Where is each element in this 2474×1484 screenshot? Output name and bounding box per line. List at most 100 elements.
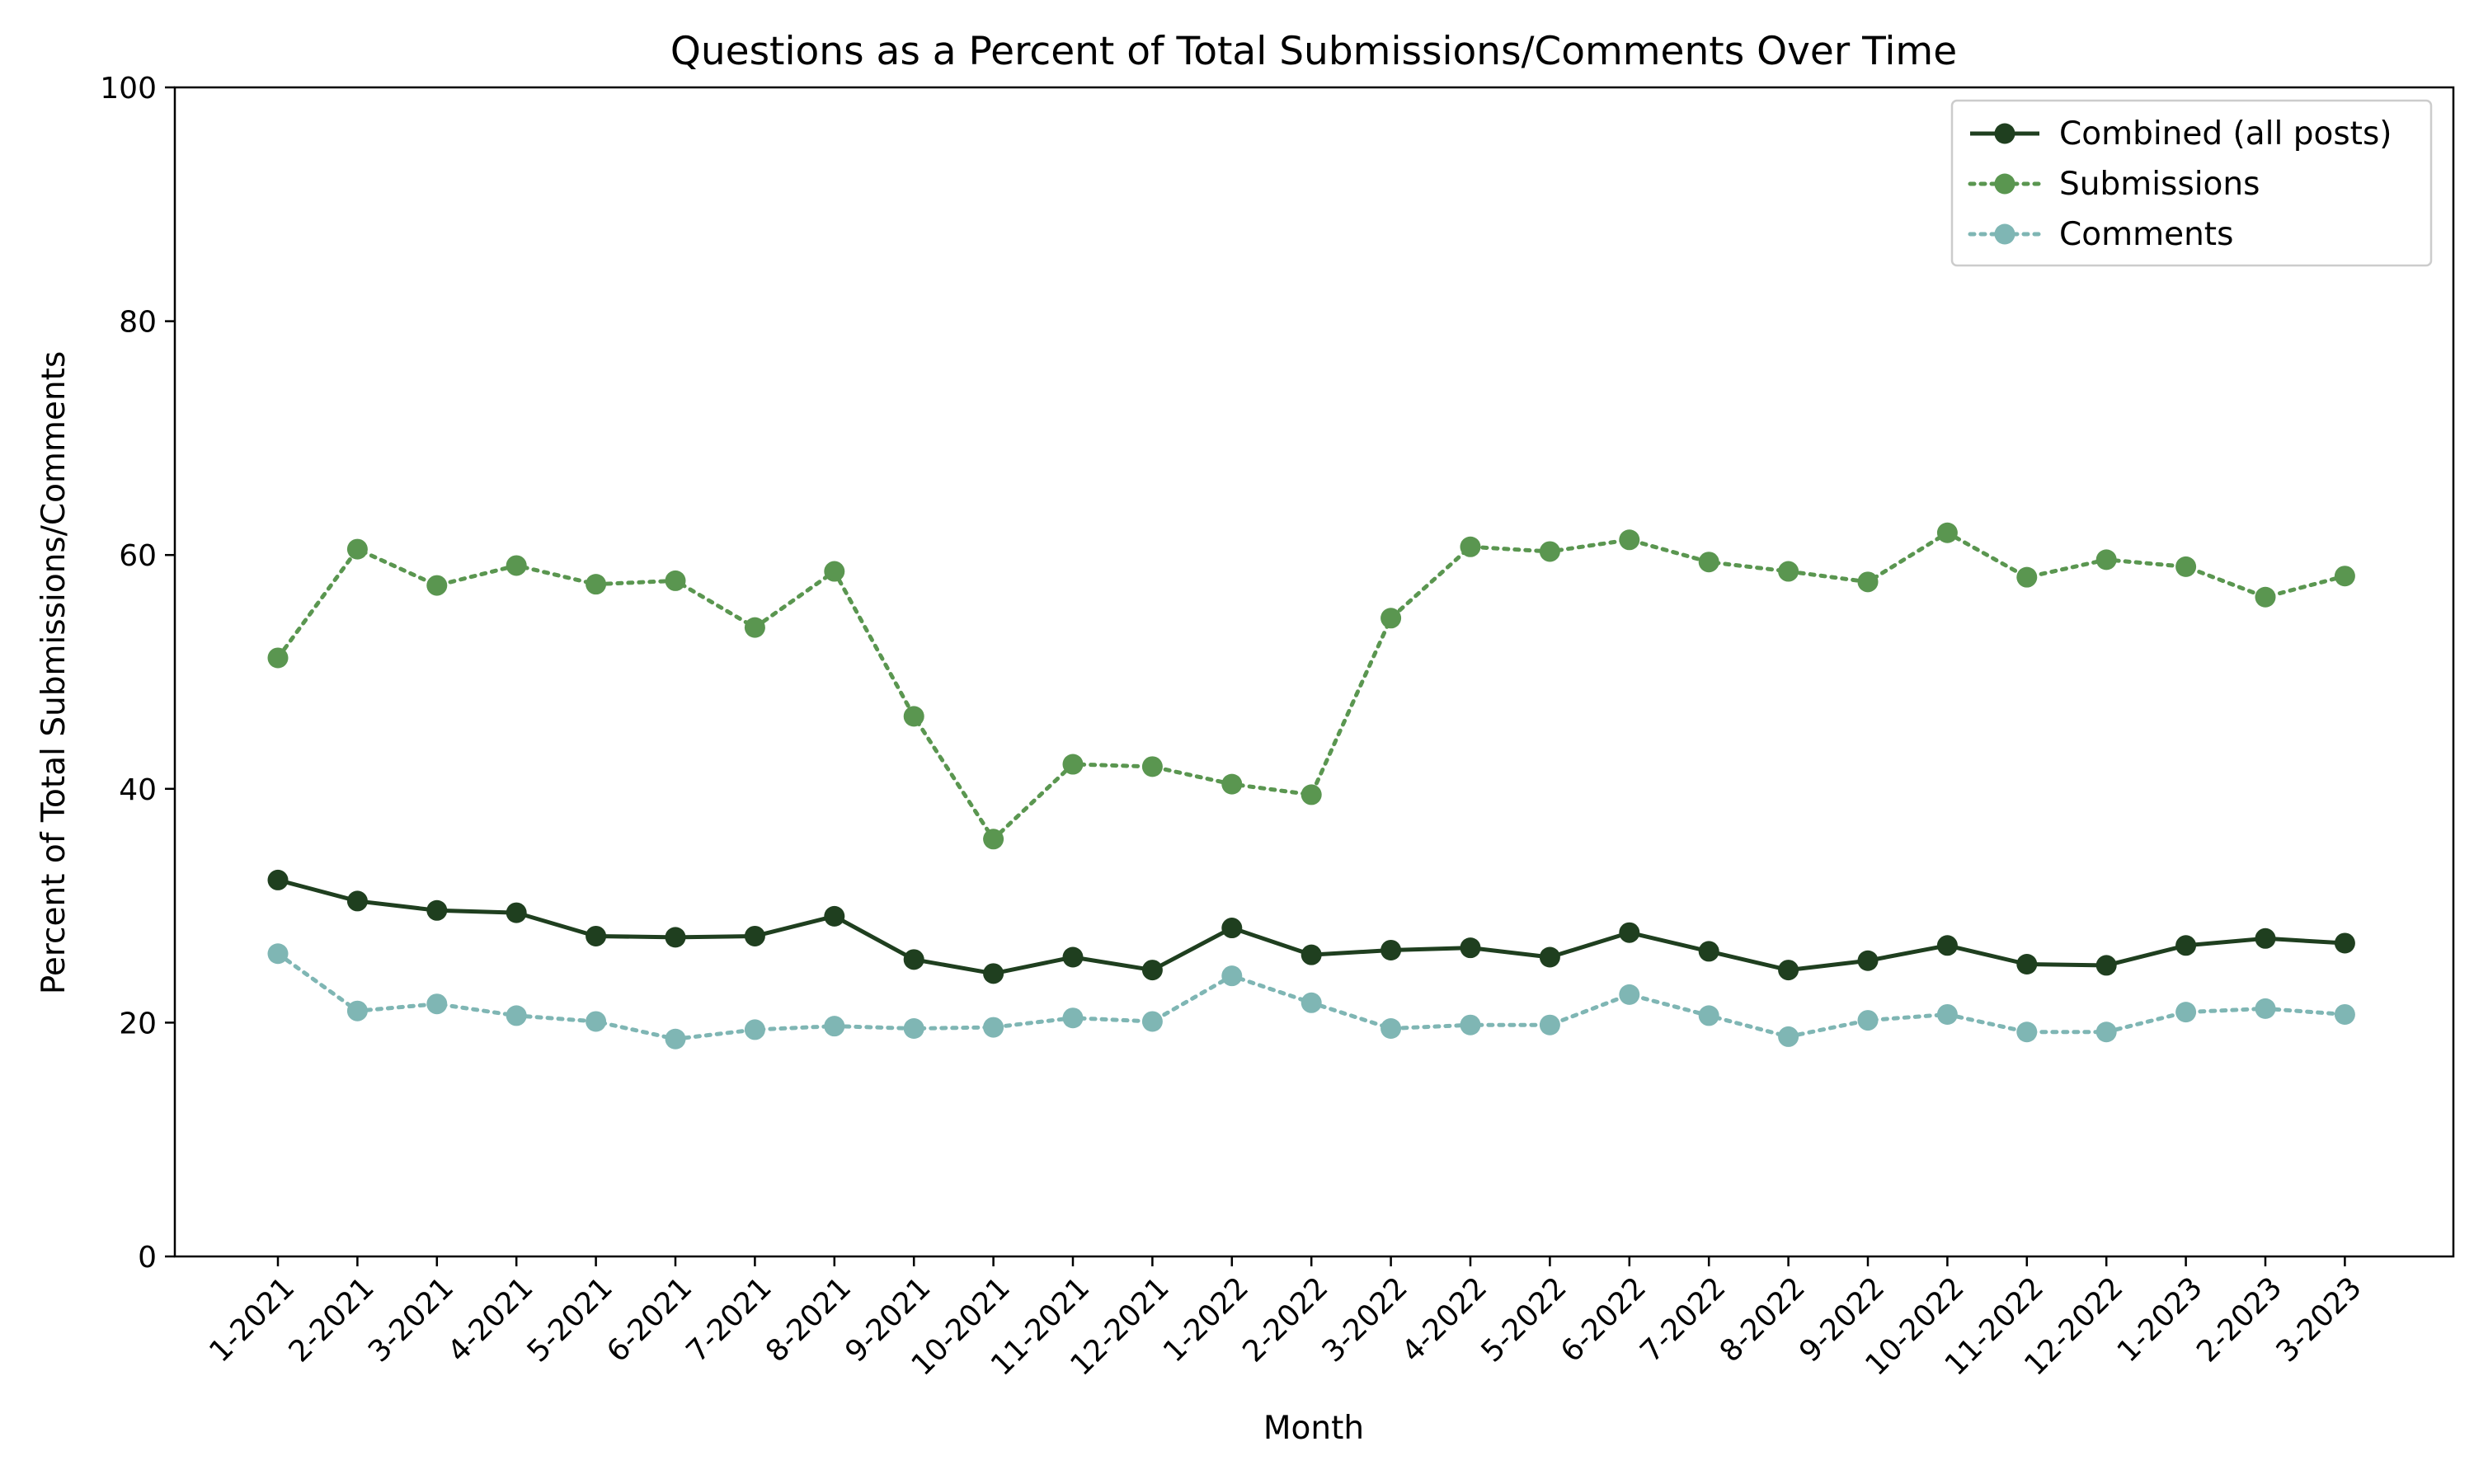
data-point	[665, 1028, 686, 1050]
y-tick-label: 20	[119, 1007, 157, 1040]
data-point	[1380, 939, 1402, 960]
data-point	[1936, 1003, 1958, 1025]
data-point	[744, 1019, 765, 1040]
data-point	[346, 890, 368, 912]
data-point	[1857, 571, 1879, 593]
data-point	[267, 647, 289, 669]
x-axis-title: Month	[1263, 1410, 1364, 1447]
data-point	[2175, 556, 2197, 577]
data-point	[903, 1017, 924, 1039]
data-point	[2016, 1021, 2038, 1043]
data-point	[983, 829, 1004, 850]
data-point	[1539, 541, 1560, 562]
data-point	[744, 925, 765, 946]
legend-box	[1950, 99, 2433, 267]
data-point	[1300, 784, 1322, 805]
data-point	[1698, 552, 1719, 573]
data-point	[824, 1016, 845, 1037]
data-point	[1778, 561, 1799, 582]
data-point	[2334, 932, 2355, 954]
data-point	[2255, 586, 2276, 608]
data-point	[1221, 773, 1243, 795]
data-point	[903, 706, 924, 727]
chart-title: Questions as a Percent of Total Submissi…	[670, 29, 1957, 74]
data-point	[1300, 992, 1322, 1013]
data-point	[1857, 950, 1879, 971]
data-point	[2016, 954, 2038, 974]
data-point	[1141, 756, 1163, 777]
data-point	[1062, 754, 1084, 775]
data-point	[426, 993, 448, 1015]
data-point	[1539, 946, 1560, 968]
data-point	[586, 925, 607, 946]
y-axis-title: Percent of Total Submissions/Comments	[35, 351, 73, 995]
y-tick-label: 100	[100, 72, 157, 106]
data-point	[1619, 529, 1640, 551]
data-point	[665, 570, 686, 591]
data-point	[2255, 998, 2276, 1019]
data-point	[1857, 1010, 1879, 1031]
legend-marker	[1994, 173, 2015, 195]
legend: Combined (all posts) Submissions Comments	[1950, 99, 2433, 267]
data-point	[1460, 1014, 1481, 1036]
data-point	[1698, 941, 1719, 962]
legend-label: Comments	[2059, 216, 2233, 253]
legend-marker	[1994, 223, 2015, 245]
data-point	[506, 902, 527, 923]
data-point	[1936, 935, 1958, 956]
data-point	[824, 561, 845, 582]
data-point	[983, 1017, 1004, 1038]
data-point	[2175, 1002, 2197, 1023]
y-tick-label: 40	[119, 773, 157, 807]
data-point	[426, 575, 448, 596]
data-point	[1698, 1005, 1719, 1026]
data-point	[2334, 566, 2355, 587]
legend-label: Combined (all posts)	[2059, 115, 2392, 153]
y-tick-label: 0	[138, 1241, 157, 1275]
data-point	[506, 555, 527, 576]
data-point	[1619, 922, 1640, 943]
data-point	[1300, 944, 1322, 965]
data-point	[2175, 935, 2197, 956]
data-point	[267, 943, 289, 965]
data-point	[1141, 960, 1163, 981]
data-point	[2016, 566, 2038, 588]
data-point	[1221, 918, 1243, 939]
legend-marker	[1994, 123, 2015, 144]
data-point	[346, 1000, 368, 1021]
plot-area	[267, 522, 2355, 1050]
data-point	[665, 927, 686, 948]
y-tick-label: 80	[119, 306, 157, 340]
data-point	[506, 1005, 527, 1026]
data-point	[1460, 536, 1481, 557]
data-point	[1141, 1011, 1163, 1032]
data-point	[1221, 965, 1243, 987]
data-point	[2095, 549, 2117, 571]
data-point	[1778, 1026, 1799, 1047]
data-point	[426, 899, 448, 921]
data-point	[2334, 1003, 2355, 1025]
legend-label: Submissions	[2059, 166, 2260, 203]
data-point	[2095, 1021, 2117, 1043]
data-point	[2095, 955, 2117, 976]
data-point	[2255, 928, 2276, 949]
plot-frame	[173, 86, 2455, 1258]
data-point	[1380, 1017, 1402, 1039]
data-point	[1936, 522, 1958, 543]
data-point	[346, 538, 368, 560]
data-point	[983, 963, 1004, 984]
data-point	[586, 1011, 607, 1032]
data-point	[267, 869, 289, 890]
data-point	[903, 949, 924, 970]
data-point	[1460, 937, 1481, 959]
data-point	[1619, 984, 1640, 1005]
data-point	[744, 617, 765, 638]
data-point	[824, 905, 845, 927]
data-point	[1539, 1014, 1560, 1036]
data-point	[586, 574, 607, 595]
data-point	[1380, 608, 1402, 629]
data-point	[1778, 960, 1799, 981]
y-tick-label: 60	[119, 539, 157, 573]
data-point	[1062, 946, 1084, 968]
